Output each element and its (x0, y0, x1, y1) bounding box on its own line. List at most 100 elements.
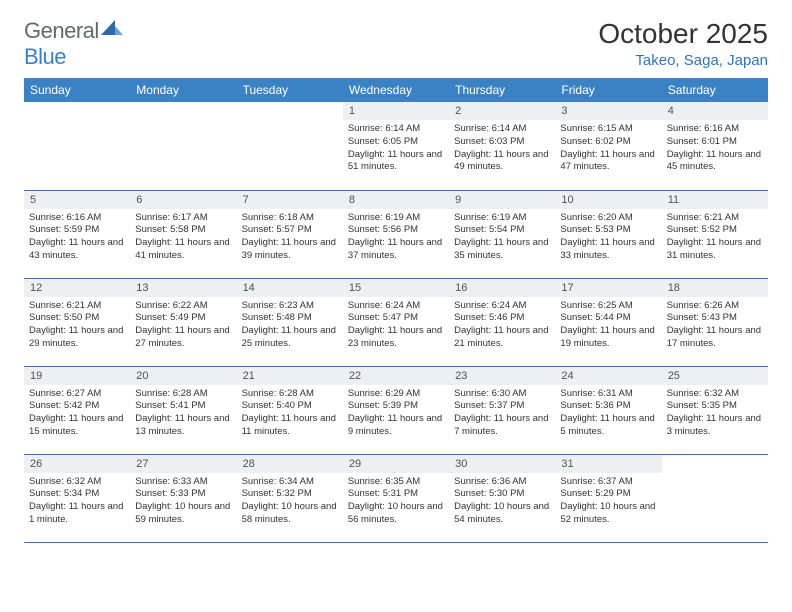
sunset-text: Sunset: 5:42 PM (29, 400, 125, 413)
day-number: 22 (343, 367, 449, 385)
day-number: 6 (130, 191, 236, 209)
daylight-text: Daylight: 11 hours and 17 minutes. (667, 325, 763, 351)
calendar-cell: 6Sunrise: 6:17 AMSunset: 5:58 PMDaylight… (130, 190, 236, 278)
day-details: Sunrise: 6:22 AMSunset: 5:49 PMDaylight:… (130, 297, 236, 355)
calendar-cell: 22Sunrise: 6:29 AMSunset: 5:39 PMDayligh… (343, 366, 449, 454)
sunrise-text: Sunrise: 6:16 AM (667, 123, 763, 136)
dayname-fri: Friday (555, 78, 661, 102)
daylight-text: Daylight: 10 hours and 58 minutes. (242, 501, 338, 527)
sunrise-text: Sunrise: 6:15 AM (560, 123, 656, 136)
calendar-cell: 13Sunrise: 6:22 AMSunset: 5:49 PMDayligh… (130, 278, 236, 366)
day-details: Sunrise: 6:20 AMSunset: 5:53 PMDaylight:… (555, 209, 661, 267)
sunrise-text: Sunrise: 6:26 AM (667, 300, 763, 313)
day-number: 1 (343, 102, 449, 120)
day-details: Sunrise: 6:24 AMSunset: 5:46 PMDaylight:… (449, 297, 555, 355)
location-label: Takeo, Saga, Japan (598, 52, 768, 69)
sunrise-text: Sunrise: 6:16 AM (29, 212, 125, 225)
day-details: Sunrise: 6:24 AMSunset: 5:47 PMDaylight:… (343, 297, 449, 355)
sunrise-text: Sunrise: 6:30 AM (454, 388, 550, 401)
logo-sail-icon (101, 18, 123, 44)
sunset-text: Sunset: 5:44 PM (560, 312, 656, 325)
dayname-mon: Monday (130, 78, 236, 102)
day-details: Sunrise: 6:32 AMSunset: 5:35 PMDaylight:… (662, 385, 768, 443)
day-number (130, 102, 236, 108)
calendar-cell (237, 102, 343, 190)
calendar-cell: 2Sunrise: 6:14 AMSunset: 6:03 PMDaylight… (449, 102, 555, 190)
calendar-cell: 20Sunrise: 6:28 AMSunset: 5:41 PMDayligh… (130, 366, 236, 454)
daylight-text: Daylight: 11 hours and 3 minutes. (667, 413, 763, 439)
day-number: 8 (343, 191, 449, 209)
sunrise-text: Sunrise: 6:21 AM (667, 212, 763, 225)
sunrise-text: Sunrise: 6:14 AM (454, 123, 550, 136)
daylight-text: Daylight: 11 hours and 11 minutes. (242, 413, 338, 439)
calendar-cell: 28Sunrise: 6:34 AMSunset: 5:32 PMDayligh… (237, 454, 343, 542)
day-details: Sunrise: 6:32 AMSunset: 5:34 PMDaylight:… (24, 473, 130, 531)
calendar-row: 19Sunrise: 6:27 AMSunset: 5:42 PMDayligh… (24, 366, 768, 454)
daylight-text: Daylight: 11 hours and 19 minutes. (560, 325, 656, 351)
daylight-text: Daylight: 11 hours and 49 minutes. (454, 149, 550, 175)
dayname-tue: Tuesday (237, 78, 343, 102)
daylight-text: Daylight: 11 hours and 15 minutes. (29, 413, 125, 439)
daylight-text: Daylight: 11 hours and 23 minutes. (348, 325, 444, 351)
day-details: Sunrise: 6:36 AMSunset: 5:30 PMDaylight:… (449, 473, 555, 531)
logo-text-blue: Blue (24, 44, 66, 69)
sunrise-text: Sunrise: 6:21 AM (29, 300, 125, 313)
calendar-cell: 17Sunrise: 6:25 AMSunset: 5:44 PMDayligh… (555, 278, 661, 366)
sunrise-text: Sunrise: 6:32 AM (667, 388, 763, 401)
sunrise-text: Sunrise: 6:31 AM (560, 388, 656, 401)
day-number: 14 (237, 279, 343, 297)
day-details: Sunrise: 6:28 AMSunset: 5:40 PMDaylight:… (237, 385, 343, 443)
day-details: Sunrise: 6:17 AMSunset: 5:58 PMDaylight:… (130, 209, 236, 267)
sunset-text: Sunset: 5:58 PM (135, 224, 231, 237)
day-details: Sunrise: 6:25 AMSunset: 5:44 PMDaylight:… (555, 297, 661, 355)
daylight-text: Daylight: 10 hours and 54 minutes. (454, 501, 550, 527)
calendar-cell: 25Sunrise: 6:32 AMSunset: 5:35 PMDayligh… (662, 366, 768, 454)
sunset-text: Sunset: 5:41 PM (135, 400, 231, 413)
day-number: 17 (555, 279, 661, 297)
day-details: Sunrise: 6:31 AMSunset: 5:36 PMDaylight:… (555, 385, 661, 443)
calendar-cell (130, 102, 236, 190)
calendar-cell: 7Sunrise: 6:18 AMSunset: 5:57 PMDaylight… (237, 190, 343, 278)
sunset-text: Sunset: 5:29 PM (560, 488, 656, 501)
sunset-text: Sunset: 5:50 PM (29, 312, 125, 325)
day-number: 13 (130, 279, 236, 297)
sunrise-text: Sunrise: 6:23 AM (242, 300, 338, 313)
calendar-body: 1Sunrise: 6:14 AMSunset: 6:05 PMDaylight… (24, 102, 768, 542)
daylight-text: Daylight: 11 hours and 33 minutes. (560, 237, 656, 263)
calendar-cell: 24Sunrise: 6:31 AMSunset: 5:36 PMDayligh… (555, 366, 661, 454)
calendar-row: 1Sunrise: 6:14 AMSunset: 6:05 PMDaylight… (24, 102, 768, 190)
sunset-text: Sunset: 5:31 PM (348, 488, 444, 501)
daylight-text: Daylight: 11 hours and 51 minutes. (348, 149, 444, 175)
calendar-cell: 23Sunrise: 6:30 AMSunset: 5:37 PMDayligh… (449, 366, 555, 454)
sunrise-text: Sunrise: 6:19 AM (454, 212, 550, 225)
sunrise-text: Sunrise: 6:29 AM (348, 388, 444, 401)
calendar-cell: 14Sunrise: 6:23 AMSunset: 5:48 PMDayligh… (237, 278, 343, 366)
day-number: 10 (555, 191, 661, 209)
calendar-cell: 30Sunrise: 6:36 AMSunset: 5:30 PMDayligh… (449, 454, 555, 542)
day-number (24, 102, 130, 108)
day-number: 31 (555, 455, 661, 473)
sunrise-text: Sunrise: 6:25 AM (560, 300, 656, 313)
day-number: 9 (449, 191, 555, 209)
day-number: 26 (24, 455, 130, 473)
day-details: Sunrise: 6:35 AMSunset: 5:31 PMDaylight:… (343, 473, 449, 531)
sunrise-text: Sunrise: 6:18 AM (242, 212, 338, 225)
sunset-text: Sunset: 6:01 PM (667, 136, 763, 149)
daylight-text: Daylight: 11 hours and 35 minutes. (454, 237, 550, 263)
calendar-cell: 16Sunrise: 6:24 AMSunset: 5:46 PMDayligh… (449, 278, 555, 366)
sunset-text: Sunset: 5:56 PM (348, 224, 444, 237)
calendar-cell: 26Sunrise: 6:32 AMSunset: 5:34 PMDayligh… (24, 454, 130, 542)
day-number: 18 (662, 279, 768, 297)
day-number: 2 (449, 102, 555, 120)
day-number: 23 (449, 367, 555, 385)
sunset-text: Sunset: 5:47 PM (348, 312, 444, 325)
sunset-text: Sunset: 5:46 PM (454, 312, 550, 325)
sunrise-text: Sunrise: 6:35 AM (348, 476, 444, 489)
sunset-text: Sunset: 6:05 PM (348, 136, 444, 149)
day-details: Sunrise: 6:23 AMSunset: 5:48 PMDaylight:… (237, 297, 343, 355)
dayname-wed: Wednesday (343, 78, 449, 102)
day-number: 30 (449, 455, 555, 473)
calendar-cell: 21Sunrise: 6:28 AMSunset: 5:40 PMDayligh… (237, 366, 343, 454)
daylight-text: Daylight: 11 hours and 25 minutes. (242, 325, 338, 351)
daylight-text: Daylight: 11 hours and 21 minutes. (454, 325, 550, 351)
